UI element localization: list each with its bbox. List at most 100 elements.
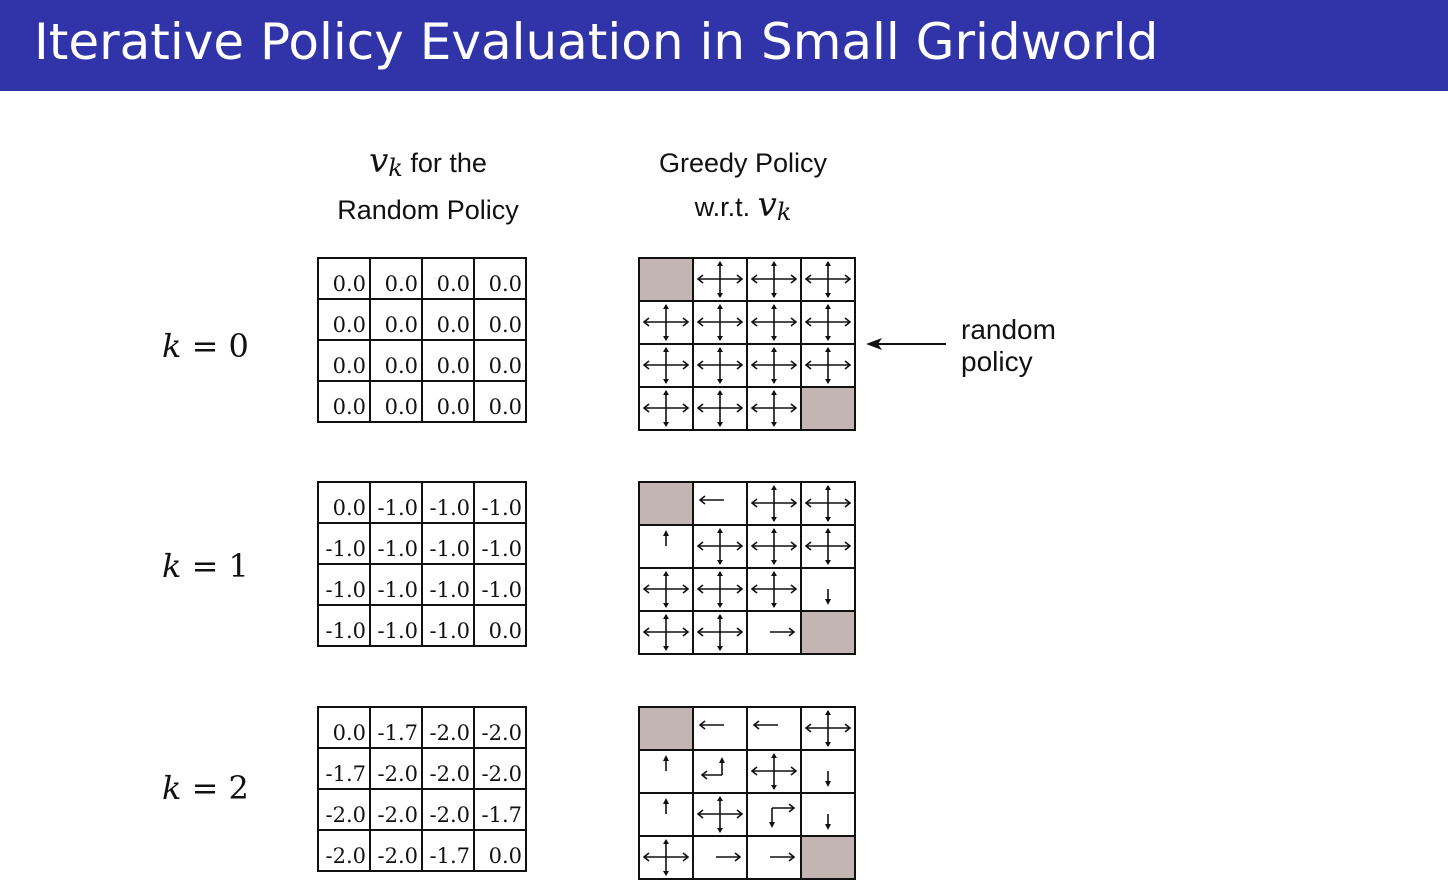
policy-cell-w-arrow-icon	[692, 481, 748, 526]
policy-cell-nesw-arrow-icon	[800, 300, 856, 345]
policy-cell-w-arrow-icon	[746, 706, 802, 751]
value-cell: 0.0	[421, 298, 475, 341]
value-cell: -1.0	[421, 563, 475, 606]
policy-cell-nesw-arrow-icon	[800, 257, 856, 302]
slide-title: Iterative Policy Evaluation in Small Gri…	[34, 13, 1159, 71]
policy-grid-row	[638, 386, 856, 431]
policy-grid-row	[638, 792, 856, 837]
value-cell: 0.0	[317, 257, 371, 300]
value-cell: 0.0	[317, 298, 371, 341]
value-cell: 0.0	[369, 339, 423, 382]
policy-cell-s-arrow-icon	[800, 749, 856, 794]
value-function-symbol: vk	[369, 141, 403, 182]
policy-grid-k2	[638, 706, 856, 880]
policy-cell-nesw-arrow-icon	[800, 343, 856, 388]
value-function-symbol: vk	[757, 185, 792, 226]
value-cell: 0.0	[473, 829, 527, 872]
value-grid-row: -2.0 -2.0 -1.7 0.0	[317, 829, 527, 872]
value-cell: -1.0	[473, 563, 527, 606]
terminal-cell	[800, 610, 856, 655]
terminal-cell	[638, 706, 694, 751]
value-cell: 0.0	[317, 706, 371, 749]
policy-cell-nesw-arrow-icon	[692, 567, 748, 612]
policy-cell-nesw-arrow-icon	[800, 481, 856, 526]
value-cell: -1.0	[317, 563, 371, 606]
value-cell: -2.0	[473, 747, 527, 790]
policy-grid-k1	[638, 481, 856, 655]
value-grid-row: 0.0 0.0 0.0 0.0	[317, 380, 527, 423]
value-grid-row: 0.0 0.0 0.0 0.0	[317, 298, 527, 341]
policy-cell-nesw-arrow-icon	[638, 567, 694, 612]
value-cell: -2.0	[421, 706, 475, 749]
policy-header-line1: Greedy Policy	[658, 148, 828, 178]
value-cell: -1.0	[473, 522, 527, 565]
policy-grid-row	[638, 567, 856, 612]
value-cell: 0.0	[421, 257, 475, 300]
value-grid-k2: 0.0 -1.7 -2.0 -2.0 -1.7 -2.0 -2.0 -2.0 -2.0 -2.0-…	[317, 706, 527, 872]
policy-grid-row	[638, 706, 856, 751]
value-cell: -1.0	[317, 604, 371, 647]
value-cell: 0.0	[317, 380, 371, 423]
policy-cell-n-arrow-icon	[638, 792, 694, 837]
value-cell: -2.0	[421, 747, 475, 790]
policy-cell-nesw-arrow-icon	[746, 481, 802, 526]
value-cell: 0.0	[473, 380, 527, 423]
policy-grid-k0	[638, 257, 856, 431]
policy-cell-nesw-arrow-icon	[692, 300, 748, 345]
value-cell: 0.0	[369, 257, 423, 300]
value-cell: -1.0	[369, 563, 423, 606]
values-header-line2: Random Policy	[337, 195, 519, 225]
value-grid-row: 0.0 -1.7 -2.0 -2.0	[317, 706, 527, 749]
value-cell: -1.0	[369, 604, 423, 647]
policy-cell-nesw-arrow-icon	[692, 524, 748, 569]
policy-grid-row	[638, 257, 856, 302]
value-cell: 0.0	[317, 339, 371, 382]
value-cell: -1.7	[317, 747, 371, 790]
policy-cell-nesw-arrow-icon	[638, 835, 694, 880]
terminal-cell	[638, 481, 694, 526]
policy-cell-n-arrow-icon	[638, 749, 694, 794]
policy-cell-s-arrow-icon	[800, 792, 856, 837]
value-cell: -1.0	[421, 522, 475, 565]
policy-grid-row	[638, 835, 856, 880]
value-cell: -2.0	[473, 706, 527, 749]
policy-cell-nesw-arrow-icon	[746, 749, 802, 794]
iteration-label-k0: k = 0	[162, 327, 249, 365]
value-grid-row: 0.0 0.0 0.0 0.0	[317, 257, 527, 300]
policy-cell-nesw-arrow-icon	[638, 343, 694, 388]
policy-cell-es-arrow-icon	[746, 792, 802, 837]
value-cell: 0.0	[421, 380, 475, 423]
value-grid-row: -1.0 -1.0 -1.0 -1.0	[317, 522, 527, 565]
policy-cell-nesw-arrow-icon	[638, 610, 694, 655]
policy-grid-row	[638, 300, 856, 345]
value-cell: -1.0	[473, 481, 527, 524]
policy-grid-row	[638, 481, 856, 526]
policy-cell-nesw-arrow-icon	[800, 524, 856, 569]
policy-grid-row	[638, 524, 856, 569]
value-grid-row: -1.0 -1.0 -1.0 -1.0	[317, 563, 527, 606]
value-cell: 0.0	[369, 298, 423, 341]
terminal-cell	[800, 835, 856, 880]
terminal-cell	[800, 386, 856, 431]
value-grid-k1: 0.0 -1.0 -1.0 -1.0 -1.0 -1.0 -1.0 -1.0 -1.0 -1.0-…	[317, 481, 527, 647]
iteration-label-k2: k = 2	[162, 769, 249, 807]
value-cell: -2.0	[421, 788, 475, 831]
value-grid-row: 0.0 -1.0 -1.0 -1.0	[317, 481, 527, 524]
values-header-line1: vk for the	[369, 141, 487, 182]
value-cell: 0.0	[473, 257, 527, 300]
value-cell: -1.0	[421, 481, 475, 524]
value-cell: 0.0	[421, 339, 475, 382]
policy-cell-s-arrow-icon	[800, 567, 856, 612]
value-cell: -1.7	[369, 706, 423, 749]
policy-grid-row	[638, 610, 856, 655]
value-cell: -2.0	[317, 829, 371, 872]
value-cell: -1.0	[369, 522, 423, 565]
policy-cell-e-arrow-icon	[692, 835, 748, 880]
policy-cell-nw-arrow-icon	[692, 749, 748, 794]
annotation-random-policy: random policy	[961, 314, 1056, 377]
policy-cell-nesw-arrow-icon	[638, 300, 694, 345]
value-cell: -1.0	[369, 481, 423, 524]
value-cell: -1.7	[473, 788, 527, 831]
policy-cell-nesw-arrow-icon	[746, 567, 802, 612]
policy-header-line2: w.r.t. vk	[694, 185, 792, 226]
